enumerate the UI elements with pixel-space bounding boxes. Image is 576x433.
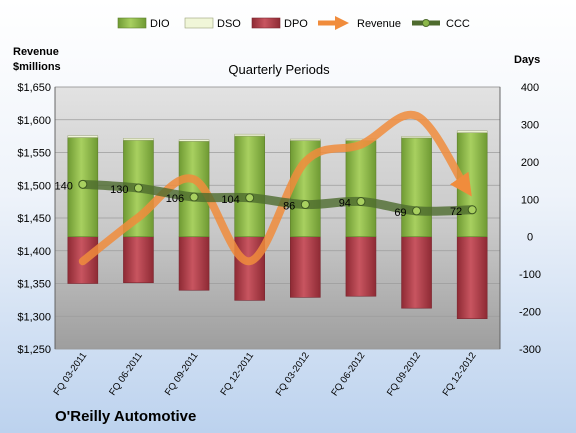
- legend-label-dio: DIO: [150, 18, 170, 30]
- left-tick-label: $1,550: [17, 148, 51, 160]
- left-tick-label: $1,250: [17, 344, 51, 356]
- ccc-data-label: 69: [394, 207, 406, 219]
- legend-swatch-dpo: [251, 17, 281, 29]
- bar-dso-fq-03-2011: [67, 135, 99, 138]
- ccc-data-label: 140: [54, 180, 72, 192]
- category-label-fq-03-2011: FQ 03-2011: [52, 350, 90, 397]
- ccc-point-fq-12-2011: [245, 193, 255, 203]
- left-tick-label: $1,300: [17, 311, 51, 323]
- left-tick-label: $1,650: [17, 82, 51, 94]
- right-tick-label: 200: [521, 157, 539, 169]
- ccc-data-label: 86: [283, 201, 295, 213]
- left-axis-label-line1: Revenue: [13, 46, 59, 58]
- bar-dpo-fq-06-2011: [123, 236, 154, 284]
- category-label-fq-06-2012: FQ 06-2012: [329, 350, 367, 398]
- ccc-point-fq-06-2012: [356, 197, 366, 207]
- ccc-series-line: [78, 179, 477, 216]
- ccc-data-label: 94: [339, 198, 351, 210]
- bar-dso-fq-12-2011: [234, 133, 265, 137]
- bar-dpo-fq-03-2012: [290, 236, 321, 298]
- ccc-data-label: 106: [166, 193, 184, 205]
- revenue-line: [78, 110, 472, 266]
- ccc-data-label: 130: [110, 184, 128, 196]
- bar-dso-fq-06-2011: [123, 138, 154, 141]
- ccc-line: 140 130 106 104 86 94 69 72: [54, 179, 477, 219]
- bar-dpo-fq-12-2012: [456, 236, 488, 319]
- ccc-point-fq-09-2012: [412, 206, 422, 216]
- bar-dso-fq-12-2012: [456, 130, 488, 133]
- legend-label-ccc: CCC: [446, 18, 470, 30]
- legend-swatch-dio: [117, 17, 147, 29]
- revenue-series-line: [78, 110, 472, 266]
- category-label-fq-09-2012: FQ 09-2012: [385, 350, 423, 398]
- bar-dso-fq-09-2011: [178, 139, 210, 142]
- ccc-point-fq-03-2012: [300, 200, 310, 210]
- bar-dio-fq-06-2012: [345, 140, 377, 238]
- left-tick-label: $1,600: [17, 115, 51, 127]
- category-label-fq-09-2011: FQ 09-2011: [163, 350, 201, 397]
- right-axis-label: Days: [514, 54, 540, 66]
- ccc-data-label: 104: [221, 194, 239, 206]
- category-label-fq-12-2011: FQ 12-2011: [218, 350, 256, 397]
- legend-swatch-ccc-marker: [422, 19, 430, 27]
- right-tick-label: 100: [521, 194, 539, 206]
- ccc-point-fq-12-2012: [467, 205, 477, 215]
- right-tick-label: 400: [521, 82, 539, 94]
- bar-dpo-fq-06-2012: [345, 236, 377, 297]
- bar-dpo-fq-09-2012: [401, 236, 432, 309]
- legend-label-dso: DSO: [217, 18, 241, 30]
- right-tick-label: 0: [527, 232, 533, 244]
- bar-dio-fq-09-2012: [401, 137, 432, 238]
- category-label-fq-12-2012: FQ 12-2012: [441, 350, 479, 398]
- legend: DIO DSO DPO Revenue CCC: [117, 16, 470, 30]
- bar-dso-fq-03-2012: [290, 138, 321, 141]
- legend-label-dpo: DPO: [284, 18, 308, 30]
- category-label-fq-03-2012: FQ 03-2012: [274, 350, 312, 398]
- right-tick-label: -300: [519, 344, 541, 356]
- right-tick-label: 300: [521, 119, 539, 131]
- company-name: O'Reilly Automotive: [55, 408, 196, 425]
- right-tick-label: -100: [519, 269, 541, 281]
- bar-dso-fq-09-2012: [401, 136, 432, 139]
- left-tick-label: $1,350: [17, 279, 51, 291]
- category-label-fq-06-2011: FQ 06-2011: [107, 350, 145, 397]
- ccc-point-fq-06-2011: [133, 183, 143, 193]
- chart-title: Quarterly Periods: [228, 62, 330, 77]
- bar-dio-fq-12-2011: [234, 135, 265, 238]
- right-tick-label: -200: [519, 307, 541, 319]
- left-tick-label: $1,400: [17, 246, 51, 258]
- ccc-point-fq-09-2011: [189, 192, 199, 202]
- bar-dpo-fq-09-2011: [178, 236, 210, 291]
- legend-label-revenue: Revenue: [357, 18, 401, 30]
- ccc-data-label: 72: [450, 206, 462, 218]
- legend-swatch-dso: [184, 17, 214, 29]
- left-tick-label: $1,500: [17, 180, 51, 192]
- left-tick-label: $1,450: [17, 213, 51, 225]
- ccc-point-fq-03-2011: [78, 179, 88, 189]
- left-axis-label-line2: $millions: [13, 61, 61, 73]
